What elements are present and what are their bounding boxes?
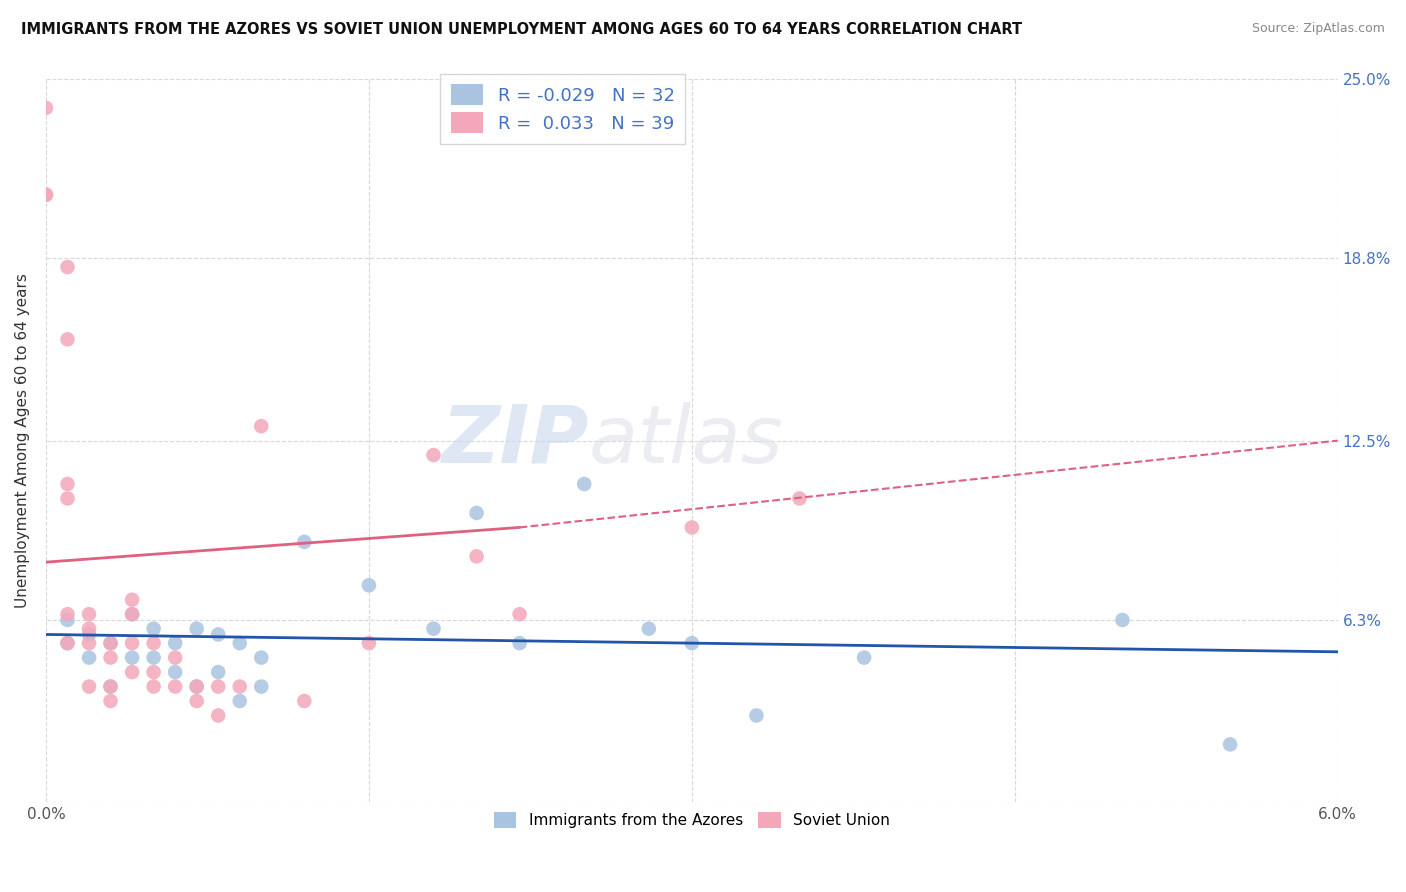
Point: [100, 680, 122, 694]
Point: [422, 622, 444, 636]
Y-axis label: Unemployment Among Ages 60 to 64 years: Unemployment Among Ages 60 to 64 years: [15, 273, 30, 608]
Text: atlas: atlas: [589, 401, 783, 480]
Point: [77, 680, 100, 694]
Point: [142, 650, 165, 665]
Point: [142, 622, 165, 636]
Point: [681, 520, 703, 534]
Point: [186, 622, 208, 636]
Point: [56, 491, 79, 506]
Point: [292, 534, 315, 549]
Point: [465, 549, 488, 564]
Point: [465, 506, 488, 520]
Point: [142, 636, 165, 650]
Point: [142, 665, 165, 679]
Point: [77, 636, 100, 650]
Text: Source: ZipAtlas.com: Source: ZipAtlas.com: [1251, 22, 1385, 36]
Point: [77, 607, 100, 622]
Point: [121, 636, 143, 650]
Point: [121, 665, 143, 679]
Point: [35, 187, 58, 202]
Point: [35, 101, 58, 115]
Point: [100, 694, 122, 708]
Point: [121, 650, 143, 665]
Point: [165, 650, 187, 665]
Point: [100, 636, 122, 650]
Point: [207, 665, 229, 679]
Point: [77, 627, 100, 641]
Point: [207, 708, 229, 723]
Point: [250, 680, 273, 694]
Point: [186, 694, 208, 708]
Point: [77, 650, 100, 665]
Point: [165, 636, 187, 650]
Point: [357, 578, 380, 592]
Point: [789, 491, 811, 506]
Point: [422, 448, 444, 462]
Point: [56, 636, 79, 650]
Point: [207, 680, 229, 694]
Point: [186, 680, 208, 694]
Point: [165, 680, 187, 694]
Point: [357, 636, 380, 650]
Point: [56, 607, 79, 622]
Point: [186, 680, 208, 694]
Point: [121, 607, 143, 622]
Point: [1219, 738, 1241, 752]
Point: [56, 477, 79, 491]
Point: [853, 650, 876, 665]
Text: ZIP: ZIP: [441, 401, 589, 480]
Point: [509, 607, 531, 622]
Point: [121, 607, 143, 622]
Point: [229, 680, 252, 694]
Point: [229, 636, 252, 650]
Point: [35, 187, 58, 202]
Point: [745, 708, 768, 723]
Point: [121, 592, 143, 607]
Point: [637, 622, 659, 636]
Point: [77, 622, 100, 636]
Legend: Immigrants from the Azores, Soviet Union: Immigrants from the Azores, Soviet Union: [488, 806, 896, 834]
Point: [509, 636, 531, 650]
Point: [100, 650, 122, 665]
Point: [56, 332, 79, 346]
Point: [100, 636, 122, 650]
Point: [1111, 613, 1133, 627]
Point: [229, 694, 252, 708]
Point: [250, 650, 273, 665]
Text: IMMIGRANTS FROM THE AZORES VS SOVIET UNION UNEMPLOYMENT AMONG AGES 60 TO 64 YEAR: IMMIGRANTS FROM THE AZORES VS SOVIET UNI…: [21, 22, 1022, 37]
Point: [100, 680, 122, 694]
Point: [56, 636, 79, 650]
Point: [165, 665, 187, 679]
Point: [681, 636, 703, 650]
Point: [56, 260, 79, 274]
Point: [142, 680, 165, 694]
Point: [250, 419, 273, 434]
Point: [292, 694, 315, 708]
Point: [574, 477, 596, 491]
Point: [207, 627, 229, 641]
Point: [56, 613, 79, 627]
